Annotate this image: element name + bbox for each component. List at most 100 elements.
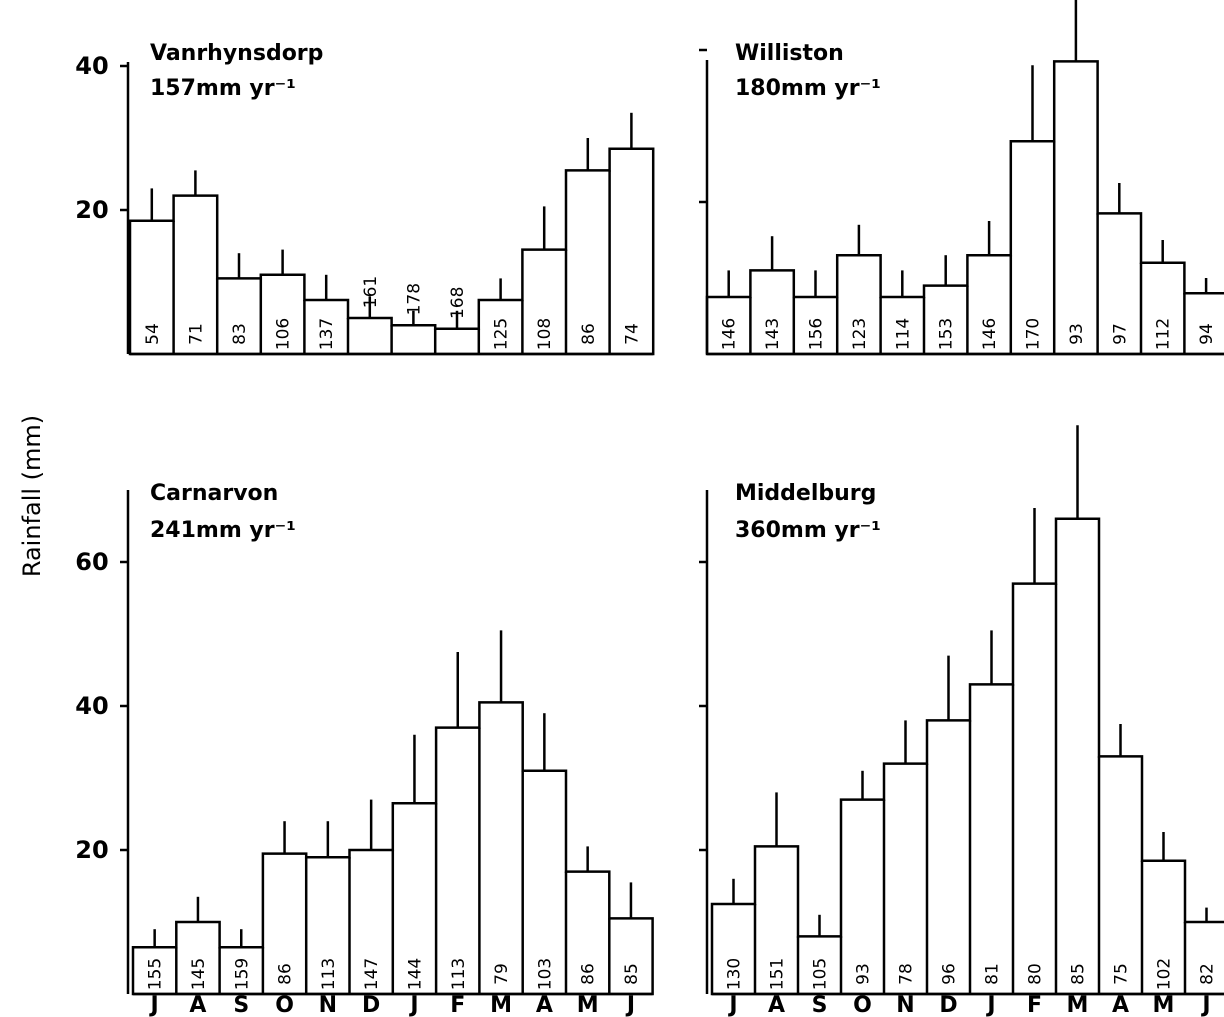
count-label: 85 (1069, 963, 1089, 985)
x-tick-label: F (1027, 993, 1042, 1017)
x-tick-label: D (939, 993, 957, 1017)
x-tick-label: O (853, 993, 872, 1017)
count-label: 168 (448, 287, 468, 319)
bar (1056, 519, 1099, 994)
x-tick-label: J (408, 993, 418, 1017)
count-label: 113 (319, 958, 339, 990)
count-label: 86 (276, 963, 296, 985)
count-label: 54 (143, 323, 163, 345)
bar (436, 728, 479, 994)
x-tick-label: N (896, 993, 914, 1017)
y-tick-label: 60 (75, 548, 108, 576)
x-tick-label: M (577, 993, 599, 1017)
panel-title: Middelburg (735, 481, 876, 506)
count-label: 130 (725, 958, 745, 990)
count-label: 75 (1112, 963, 1132, 985)
x-tick-label: J (727, 993, 737, 1017)
count-label: 113 (449, 958, 469, 990)
count-label: 82 (1198, 963, 1218, 985)
x-tick-label: F (450, 993, 465, 1017)
x-tick-label: M (1153, 993, 1175, 1017)
count-label: 94 (1197, 323, 1217, 345)
count-label: 155 (146, 958, 166, 990)
count-label: 86 (579, 963, 599, 985)
count-label: 112 (1154, 318, 1174, 350)
x-tick-label: A (536, 993, 553, 1017)
count-label: 137 (317, 318, 337, 350)
count-label: 178 (404, 283, 424, 315)
bar (1013, 584, 1056, 994)
x-tick-label: D (362, 993, 380, 1017)
y-tick-label: 40 (75, 52, 108, 80)
count-label: 146 (720, 318, 740, 350)
count-label: 80 (1026, 963, 1046, 985)
count-label: 125 (492, 318, 512, 350)
count-label: 103 (535, 958, 555, 990)
count-label: 108 (535, 318, 555, 350)
bar (970, 684, 1013, 994)
x-tick-label: J (625, 993, 635, 1017)
count-label: 93 (854, 963, 874, 985)
bar (435, 329, 479, 354)
count-label: 156 (807, 318, 827, 350)
count-label: 151 (768, 958, 788, 990)
count-label: 143 (763, 318, 783, 350)
x-tick-label: S (233, 993, 249, 1017)
count-label: 78 (897, 963, 917, 985)
x-tick-label: J (1200, 993, 1210, 1017)
count-label: 83 (230, 323, 250, 345)
x-tick-label: S (812, 993, 828, 1017)
x-tick-label: J (149, 993, 159, 1017)
count-label: 97 (1110, 323, 1130, 345)
count-label: 145 (189, 958, 209, 990)
bar (1054, 61, 1097, 354)
bar (927, 720, 970, 994)
bar (1099, 756, 1142, 994)
bar-outline (131, 701, 654, 996)
x-tick-label: A (768, 993, 785, 1017)
panel-title: Vanrhynsdorp (150, 41, 323, 66)
panel-subtitle: 180mm yr⁻¹ (735, 76, 881, 101)
count-label: 147 (362, 958, 382, 990)
y-tick-label: 40 (75, 692, 108, 720)
x-tick-label: A (189, 993, 206, 1017)
count-label: 161 (361, 276, 381, 308)
bar (479, 702, 522, 994)
count-label: 79 (492, 963, 512, 985)
chart-panel: 20 40 60 Carnarvon 241mm yr⁻¹ 155 145 159 86 113 1… (75, 481, 654, 1017)
count-label: 86 (579, 323, 599, 345)
chart-panel: 20 40 Vanrhynsdorp 157mm yr⁻¹ 54 71 83 106 137 16… (75, 41, 655, 356)
count-label: 93 (1067, 323, 1087, 345)
bar-outline (710, 517, 1224, 996)
count-label: 146 (980, 318, 1000, 350)
count-label: 81 (983, 963, 1003, 985)
count-label: 114 (893, 318, 913, 350)
count-label: 123 (850, 318, 870, 350)
count-label: 170 (1024, 318, 1044, 350)
count-label: 159 (232, 958, 252, 990)
count-label: 96 (940, 963, 960, 985)
count-label: 144 (405, 958, 425, 990)
y-tick-label: 20 (75, 196, 108, 224)
count-label: 105 (811, 958, 831, 990)
count-label: 74 (622, 323, 642, 345)
x-tick-label: A (1112, 993, 1129, 1017)
count-label: 153 (937, 318, 957, 350)
count-label: 71 (186, 323, 206, 345)
panel-subtitle: 360mm yr⁻¹ (735, 518, 881, 543)
bar (348, 318, 392, 354)
x-tick-label: M (1067, 993, 1089, 1017)
x-tick-label: M (490, 993, 512, 1017)
chart-panel: Middelburg 360mm yr⁻¹ 130 151 105 93 78 96 81 80 8… (699, 425, 1224, 1017)
y-axis-label: Rainfall (mm) (18, 415, 46, 577)
bar (392, 325, 436, 354)
panel-subtitle: 241mm yr⁻¹ (150, 518, 296, 543)
panel-title: Carnarvon (150, 481, 278, 506)
x-tick-label: O (275, 993, 294, 1017)
panel-title: Williston (735, 41, 844, 66)
y-tick-label: 20 (75, 836, 108, 864)
count-label: 102 (1155, 958, 1175, 990)
count-label: 106 (274, 318, 294, 350)
x-tick-label: J (985, 993, 995, 1017)
bar-outline (705, 60, 1224, 356)
